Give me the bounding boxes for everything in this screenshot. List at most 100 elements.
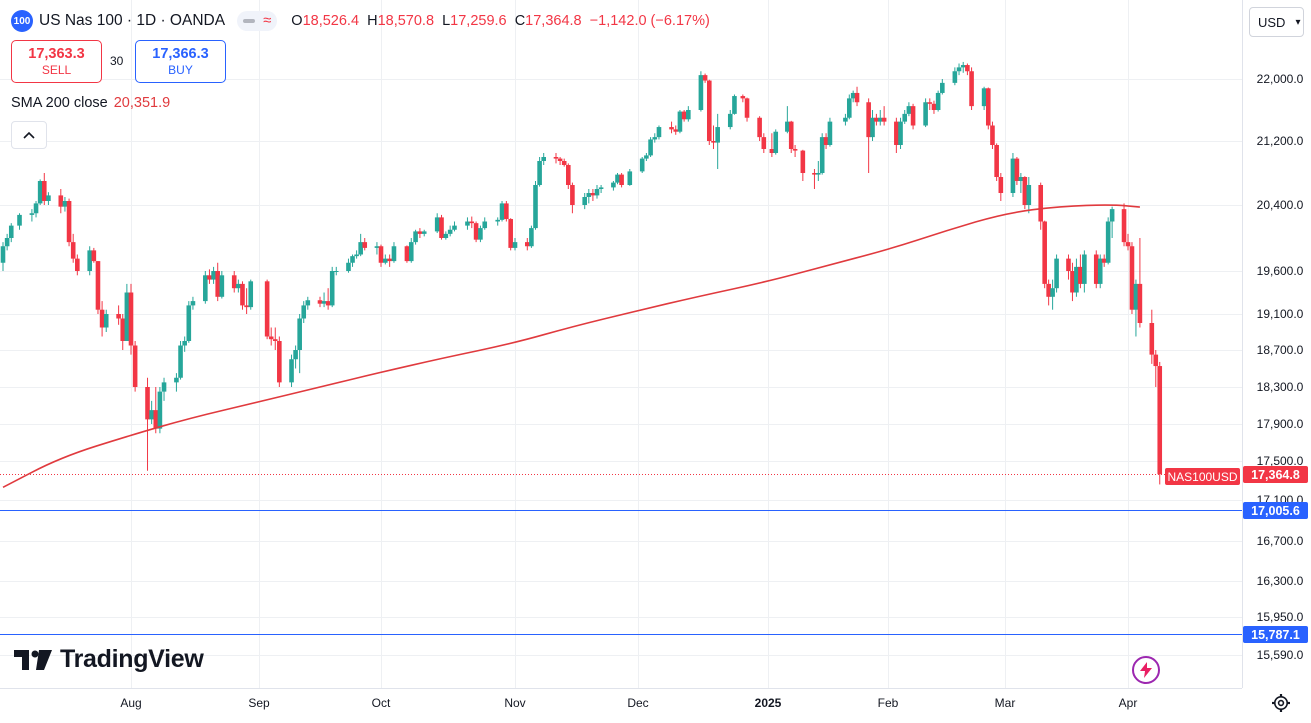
candle [103, 309, 109, 332]
candle [561, 158, 567, 167]
candle-body [62, 201, 68, 207]
candle [757, 116, 762, 141]
candle [1050, 279, 1055, 310]
price-tick-label: 17,500.0 [1257, 454, 1304, 468]
chevron-up-icon [23, 131, 35, 139]
candle-body [378, 246, 384, 263]
price-tick-label: 19,600.0 [1257, 264, 1304, 278]
candle-body [985, 88, 991, 126]
candle [906, 102, 912, 117]
candle [1137, 238, 1143, 328]
spread-value: 30 [110, 54, 124, 68]
candle [120, 314, 126, 350]
candle [244, 288, 249, 314]
tradingview-logo[interactable]: TradingView [14, 645, 204, 674]
candle [186, 301, 192, 343]
candle [898, 117, 903, 149]
candle [648, 137, 653, 157]
collapse-legend-button[interactable] [11, 121, 47, 149]
candle-body [931, 103, 937, 110]
compare-wave-icon[interactable]: ≈ [263, 12, 272, 29]
candle-body [91, 250, 97, 262]
candle [566, 163, 571, 189]
candle [46, 192, 51, 205]
candle-body [681, 111, 687, 120]
candle [816, 161, 821, 181]
candle-body [960, 65, 966, 68]
candle-body [325, 301, 331, 306]
candle-body [103, 314, 109, 328]
candle-body [1018, 177, 1024, 181]
candle-body [927, 102, 933, 104]
candle [219, 271, 225, 299]
candle [800, 149, 806, 181]
candle-body [87, 250, 93, 271]
lightning-icon[interactable] [1132, 656, 1160, 684]
candle [439, 214, 444, 240]
symbol-title[interactable]: US Nas 100 · 1D · OANDA [39, 12, 226, 29]
candle [823, 133, 829, 149]
candle [297, 314, 302, 374]
candle-body [354, 254, 359, 257]
candle [75, 254, 80, 276]
price-tick-label: 21,200.0 [1257, 134, 1304, 148]
candle-body [870, 117, 875, 138]
candle [157, 387, 163, 434]
candle [499, 201, 505, 222]
candle [570, 182, 575, 214]
candle [62, 197, 68, 212]
legend-controls[interactable]: ≈ [237, 11, 278, 31]
symbol-logo: 100 [11, 10, 33, 32]
currency-dropdown[interactable]: USD ▾ [1249, 7, 1304, 37]
buy-button[interactable]: 17,366.3 BUY [135, 40, 226, 83]
hide-icon[interactable] [243, 19, 256, 23]
candle [37, 179, 43, 205]
time-axis[interactable]: Aug Sep Oct Nov Dec 2025 Feb Mar Apr [120, 696, 1137, 710]
candle-body [744, 98, 750, 118]
candle-body [219, 275, 225, 297]
candle-body [702, 75, 708, 81]
currency-label: USD [1258, 14, 1286, 30]
candle [827, 117, 833, 147]
candle [174, 373, 179, 392]
candle-body [1082, 254, 1087, 284]
candle [145, 377, 150, 471]
candle-body [149, 410, 154, 420]
price-axis[interactable]: 22,000.0 21,200.0 20,400.0 19,600.0 19,100.0… [1257, 72, 1304, 662]
candle [378, 244, 384, 267]
candle-body [495, 219, 501, 222]
candle-body [182, 341, 187, 346]
sell-button[interactable]: 17,363.3 SELL [11, 40, 102, 83]
candle [272, 327, 278, 350]
sma-200-line [2, 204, 1140, 489]
candle [935, 90, 941, 112]
candle-body [1010, 158, 1016, 193]
candle [611, 181, 616, 191]
candle-body [866, 102, 871, 138]
candle-body [1157, 366, 1163, 475]
gear-icon[interactable] [1270, 692, 1292, 714]
candle [178, 341, 183, 380]
candle-body [499, 203, 505, 220]
candle [843, 113, 848, 126]
candle-body [627, 171, 633, 185]
candle [421, 229, 427, 237]
candle [598, 185, 604, 193]
sma-legend[interactable]: SMA 200 close 20,351.9 [11, 95, 170, 111]
candle-body [417, 231, 423, 234]
candle [785, 106, 790, 134]
candle [346, 258, 351, 273]
candle [639, 157, 645, 173]
price-tick-label: 17,900.0 [1257, 417, 1304, 431]
candle-body [553, 157, 559, 159]
candle-body [582, 197, 587, 205]
candle-body [998, 177, 1004, 193]
candle-body [769, 149, 775, 153]
candle [877, 110, 883, 126]
candle [1125, 233, 1131, 251]
candle [41, 173, 47, 205]
candle-body [482, 221, 488, 229]
candle [362, 238, 368, 251]
candle-body [277, 341, 282, 383]
